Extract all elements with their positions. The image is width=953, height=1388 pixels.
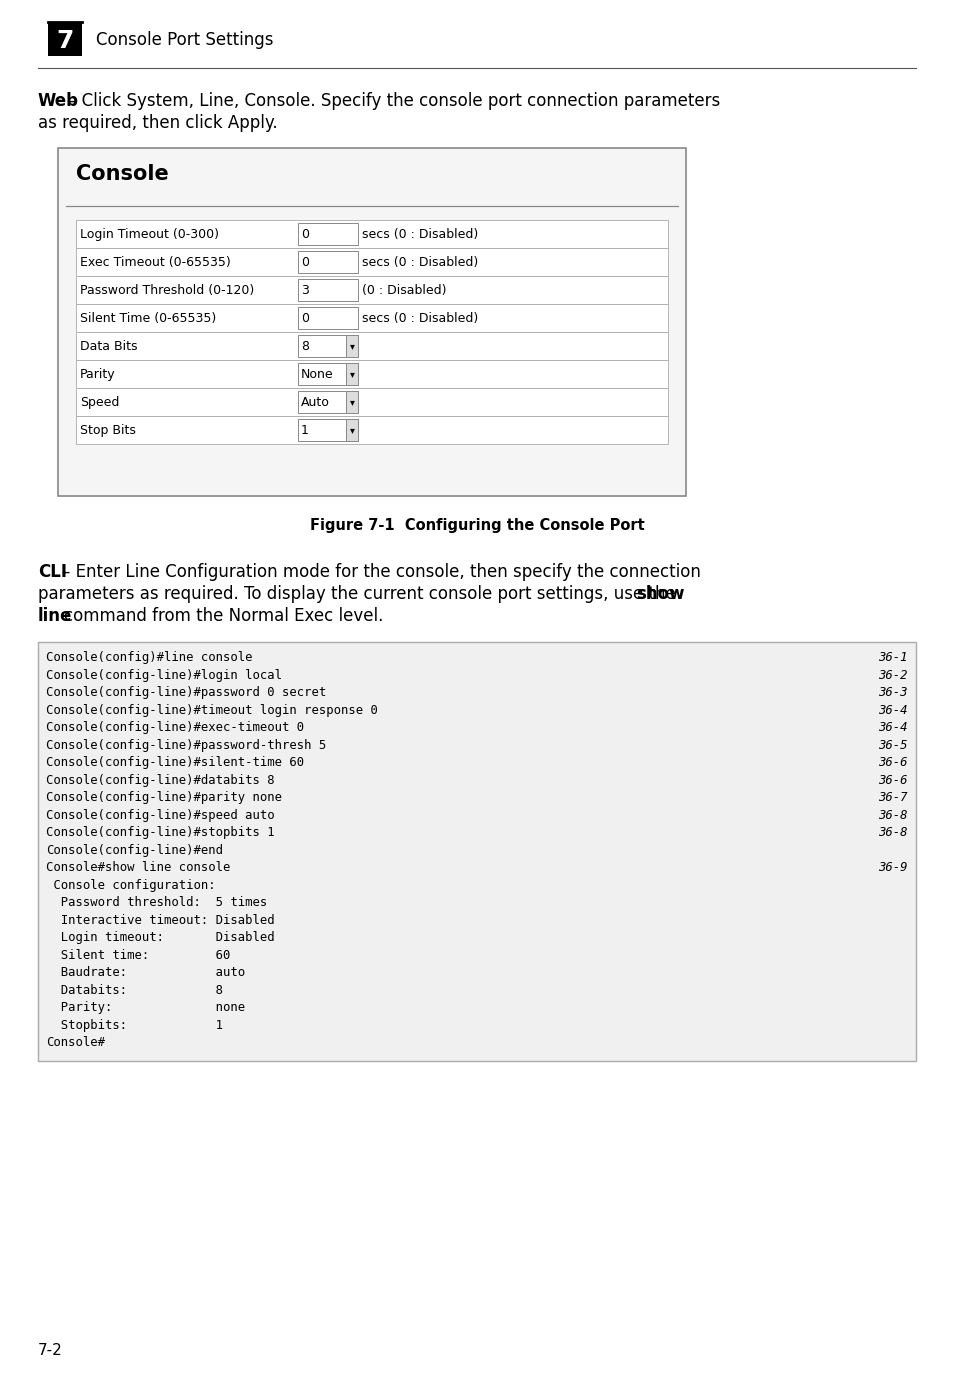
Text: secs (0 : Disabled): secs (0 : Disabled) <box>361 311 477 325</box>
Bar <box>346 391 357 414</box>
Text: Console: Console <box>76 164 169 185</box>
Bar <box>297 279 357 301</box>
Text: Baudrate:            auto: Baudrate: auto <box>46 966 245 979</box>
Text: None: None <box>301 368 334 380</box>
Text: secs (0 : Disabled): secs (0 : Disabled) <box>361 228 477 240</box>
Text: ▾: ▾ <box>349 425 355 434</box>
Text: 36-1: 36-1 <box>878 651 907 663</box>
Text: 7-2: 7-2 <box>38 1344 63 1357</box>
Text: – Enter Line Configuration mode for the console, then specify the connection: – Enter Line Configuration mode for the … <box>62 564 700 582</box>
Text: 36-5: 36-5 <box>878 738 907 751</box>
Text: ▾: ▾ <box>349 397 355 407</box>
Text: Parity:              none: Parity: none <box>46 1001 245 1015</box>
Bar <box>297 364 357 384</box>
Bar <box>346 419 357 441</box>
Text: Console(config-line)#end: Console(config-line)#end <box>46 844 223 856</box>
Bar <box>297 391 357 414</box>
Text: Console(config-line)#silent-time 60: Console(config-line)#silent-time 60 <box>46 756 304 769</box>
Text: Login timeout:       Disabled: Login timeout: Disabled <box>46 931 274 944</box>
Text: ▾: ▾ <box>349 369 355 379</box>
Text: Console(config)#line console: Console(config)#line console <box>46 651 253 663</box>
Text: Console(config-line)#databits 8: Console(config-line)#databits 8 <box>46 773 274 787</box>
Text: Figure 7-1  Configuring the Console Port: Figure 7-1 Configuring the Console Port <box>310 518 643 533</box>
Text: (0 : Disabled): (0 : Disabled) <box>361 283 446 297</box>
Text: Password Threshold (0-120): Password Threshold (0-120) <box>80 283 254 297</box>
Bar <box>76 416 667 444</box>
Bar <box>297 223 357 246</box>
Text: Console configuration:: Console configuration: <box>46 879 215 891</box>
Text: Console#show line console: Console#show line console <box>46 861 230 874</box>
Text: Console(config-line)#login local: Console(config-line)#login local <box>46 669 282 682</box>
Text: 36-2: 36-2 <box>878 669 907 682</box>
Text: 0: 0 <box>301 228 309 240</box>
Text: 8: 8 <box>301 340 309 353</box>
Text: show: show <box>636 584 684 602</box>
Bar <box>76 359 667 389</box>
Text: line: line <box>38 607 72 625</box>
Text: 36-8: 36-8 <box>878 808 907 822</box>
Text: 36-9: 36-9 <box>878 861 907 874</box>
Text: parameters as required. To display the current console port settings, use the: parameters as required. To display the c… <box>38 584 675 602</box>
Text: Console(config-line)#password 0 secret: Console(config-line)#password 0 secret <box>46 686 326 700</box>
Bar <box>76 389 667 416</box>
Text: ▾: ▾ <box>349 341 355 351</box>
Text: Silent time:         60: Silent time: 60 <box>46 948 230 962</box>
Bar <box>76 304 667 332</box>
Bar <box>297 307 357 329</box>
Text: Console(config-line)#exec-timeout 0: Console(config-line)#exec-timeout 0 <box>46 720 304 734</box>
Text: Console(config-line)#password-thresh 5: Console(config-line)#password-thresh 5 <box>46 738 326 751</box>
Text: Console(config-line)#timeout login response 0: Console(config-line)#timeout login respo… <box>46 704 377 716</box>
Text: 36-3: 36-3 <box>878 686 907 700</box>
Text: 36-4: 36-4 <box>878 704 907 716</box>
Text: Speed: Speed <box>80 396 119 408</box>
Bar <box>38 643 915 1060</box>
Bar <box>76 221 667 248</box>
Text: Parity: Parity <box>80 368 115 380</box>
Text: 36-8: 36-8 <box>878 826 907 838</box>
Text: Exec Timeout (0-65535): Exec Timeout (0-65535) <box>80 255 231 268</box>
Text: Auto: Auto <box>301 396 330 408</box>
Text: 3: 3 <box>301 283 309 297</box>
Bar <box>297 335 357 357</box>
Text: Console(config-line)#speed auto: Console(config-line)#speed auto <box>46 808 274 822</box>
Text: as required, then click Apply.: as required, then click Apply. <box>38 114 277 132</box>
Text: 36-7: 36-7 <box>878 791 907 804</box>
Text: Stopbits:            1: Stopbits: 1 <box>46 1019 223 1031</box>
Text: 0: 0 <box>301 311 309 325</box>
Text: CLI: CLI <box>38 564 67 582</box>
Bar <box>297 251 357 273</box>
Bar <box>346 364 357 384</box>
Text: – Click System, Line, Console. Specify the console port connection parameters: – Click System, Line, Console. Specify t… <box>68 92 720 110</box>
Text: Console(config-line)#stopbits 1: Console(config-line)#stopbits 1 <box>46 826 274 838</box>
Bar <box>76 276 667 304</box>
Bar <box>297 419 357 441</box>
Text: Console(config-line)#parity none: Console(config-line)#parity none <box>46 791 282 804</box>
Text: Silent Time (0-65535): Silent Time (0-65535) <box>80 311 216 325</box>
Text: Web: Web <box>38 92 79 110</box>
Text: Login Timeout (0-300): Login Timeout (0-300) <box>80 228 219 240</box>
Text: command from the Normal Exec level.: command from the Normal Exec level. <box>64 607 383 625</box>
Text: 1: 1 <box>301 423 309 436</box>
Text: Password threshold:  5 times: Password threshold: 5 times <box>46 897 267 909</box>
Text: Interactive timeout: Disabled: Interactive timeout: Disabled <box>46 913 274 927</box>
Text: secs (0 : Disabled): secs (0 : Disabled) <box>361 255 477 268</box>
Bar <box>58 149 685 496</box>
Bar <box>76 248 667 276</box>
Text: 0: 0 <box>301 255 309 268</box>
Text: Console#: Console# <box>46 1035 105 1049</box>
Text: 36-4: 36-4 <box>878 720 907 734</box>
Text: Data Bits: Data Bits <box>80 340 137 353</box>
Bar <box>48 22 82 56</box>
Bar <box>76 332 667 359</box>
Text: Databits:            8: Databits: 8 <box>46 984 223 997</box>
Text: Stop Bits: Stop Bits <box>80 423 135 436</box>
Text: 36-6: 36-6 <box>878 756 907 769</box>
Text: 36-6: 36-6 <box>878 773 907 787</box>
Bar <box>346 335 357 357</box>
Text: 7: 7 <box>56 29 73 53</box>
Text: Console Port Settings: Console Port Settings <box>96 31 274 49</box>
